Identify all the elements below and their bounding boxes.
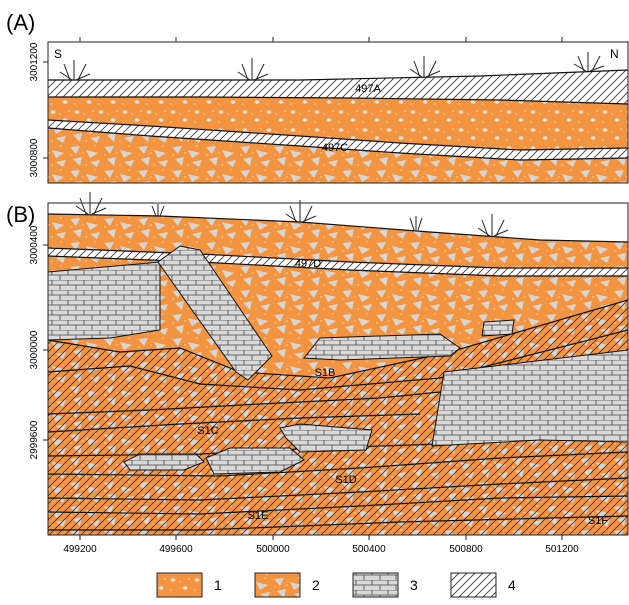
panel-label: (A) bbox=[6, 10, 35, 35]
legend-label: 4 bbox=[508, 577, 516, 593]
legend-swatch bbox=[353, 573, 398, 597]
end-label: N bbox=[610, 47, 619, 61]
end-label: S bbox=[54, 47, 62, 61]
x-tick-label: 499200 bbox=[63, 544, 97, 555]
unit-label: S1C bbox=[197, 425, 218, 437]
unit-label: S1F bbox=[588, 515, 608, 527]
legend-swatch bbox=[255, 573, 300, 597]
unit-label: S1B bbox=[315, 367, 336, 379]
legend-swatch bbox=[451, 573, 496, 597]
legend-label: 1 bbox=[214, 577, 222, 593]
x-tick-label: 501200 bbox=[545, 544, 579, 555]
cross-section-figure: (A) S N 3001200 3000800 497A 497C (B) 30… bbox=[0, 0, 629, 600]
y-tick-label: 3000800 bbox=[29, 138, 40, 177]
unit-label: 497D bbox=[295, 258, 321, 270]
panel-a-section bbox=[48, 42, 628, 183]
y-tick-label: 2999600 bbox=[29, 420, 40, 459]
x-tick-label: 500400 bbox=[352, 544, 386, 555]
panel-label: (B) bbox=[6, 202, 35, 227]
unit-label: S1E bbox=[248, 510, 269, 522]
unit-label: S1D bbox=[335, 474, 356, 486]
legend-label: 2 bbox=[312, 577, 320, 593]
unit-label: 497A bbox=[355, 83, 381, 95]
y-tick-label: 3000400 bbox=[29, 225, 40, 264]
legend-label: 3 bbox=[410, 577, 418, 593]
x-tick-label: 500000 bbox=[256, 544, 290, 555]
x-tick-label: 500800 bbox=[449, 544, 483, 555]
legend-swatch bbox=[157, 573, 202, 597]
y-tick-label: 3000000 bbox=[29, 330, 40, 369]
y-tick-label: 3001200 bbox=[29, 42, 40, 81]
legend: 1 2 3 4 bbox=[157, 573, 516, 597]
x-tick-label: 499600 bbox=[159, 544, 193, 555]
x-axis-labels: 499200 499600 500000 500400 500800 50120… bbox=[63, 544, 579, 555]
unit-label: 497C bbox=[322, 142, 348, 154]
